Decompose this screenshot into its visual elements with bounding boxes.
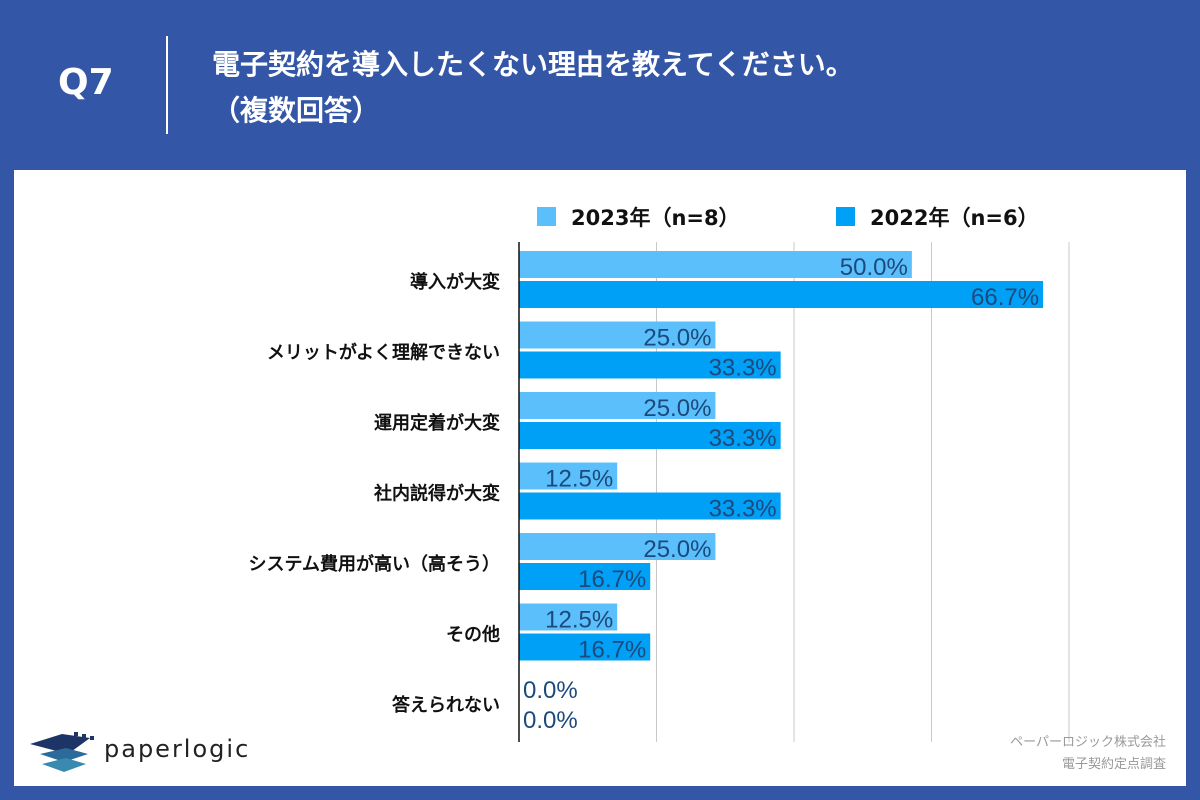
bar	[519, 492, 781, 520]
title-line-2: （複数回答）	[212, 94, 381, 127]
category-label: システム費用が高い（高そう）	[249, 553, 500, 575]
bar	[519, 462, 618, 490]
data-label: 25.0%	[643, 536, 711, 563]
bar	[519, 281, 1044, 308]
legend-label: 2023年（n=8）	[571, 206, 740, 230]
bar	[519, 533, 716, 560]
category-label: 運用定着が大変	[374, 412, 500, 434]
data-label: 12.5%	[545, 466, 613, 493]
paperlogic-logo-icon	[30, 732, 94, 772]
category-label: その他	[446, 624, 500, 646]
category-label: 導入が大変	[410, 271, 500, 293]
title-line-1: 電子契約を導入したくない理由を教えてください。	[212, 48, 854, 81]
bar	[519, 422, 781, 449]
data-label: 33.3%	[709, 425, 777, 452]
category-label: メリットがよく理解できない	[267, 342, 500, 364]
credit-survey: 電子契約定点調査	[1061, 757, 1166, 772]
header-divider	[166, 36, 168, 134]
data-label: 12.5%	[545, 607, 613, 634]
data-label: 0.0%	[523, 677, 578, 704]
data-label: 33.3%	[709, 355, 777, 382]
legend-swatch	[836, 207, 855, 226]
data-label: 25.0%	[643, 325, 711, 352]
page-title: 電子契約を導入したくない理由を教えてください。 （複数回答）	[212, 42, 854, 134]
bar	[519, 251, 912, 278]
bar	[519, 563, 651, 590]
data-label: 33.3%	[709, 496, 777, 523]
data-label: 25.0%	[643, 395, 711, 422]
bar	[519, 633, 651, 661]
bar	[519, 392, 716, 419]
data-label: 16.7%	[578, 637, 646, 664]
bar	[519, 321, 716, 349]
credit: ペーパーロジック株式会社 電子契約定点調査	[1010, 732, 1166, 776]
data-label: 50.0%	[840, 254, 908, 281]
credit-company: ペーパーロジック株式会社	[1010, 735, 1166, 750]
legend-label: 2022年（n=6）	[870, 206, 1039, 230]
data-label: 66.7%	[971, 284, 1039, 311]
data-label: 0.0%	[523, 707, 578, 734]
bar	[519, 351, 781, 379]
data-label: 16.7%	[578, 566, 646, 593]
category-label: 社内説得が大変	[374, 483, 500, 505]
bar	[519, 603, 618, 631]
category-label: 答えられない	[392, 694, 500, 716]
question-number: Q7	[58, 62, 114, 103]
legend-swatch	[537, 207, 556, 226]
logo-text: paperlogic	[104, 735, 251, 763]
